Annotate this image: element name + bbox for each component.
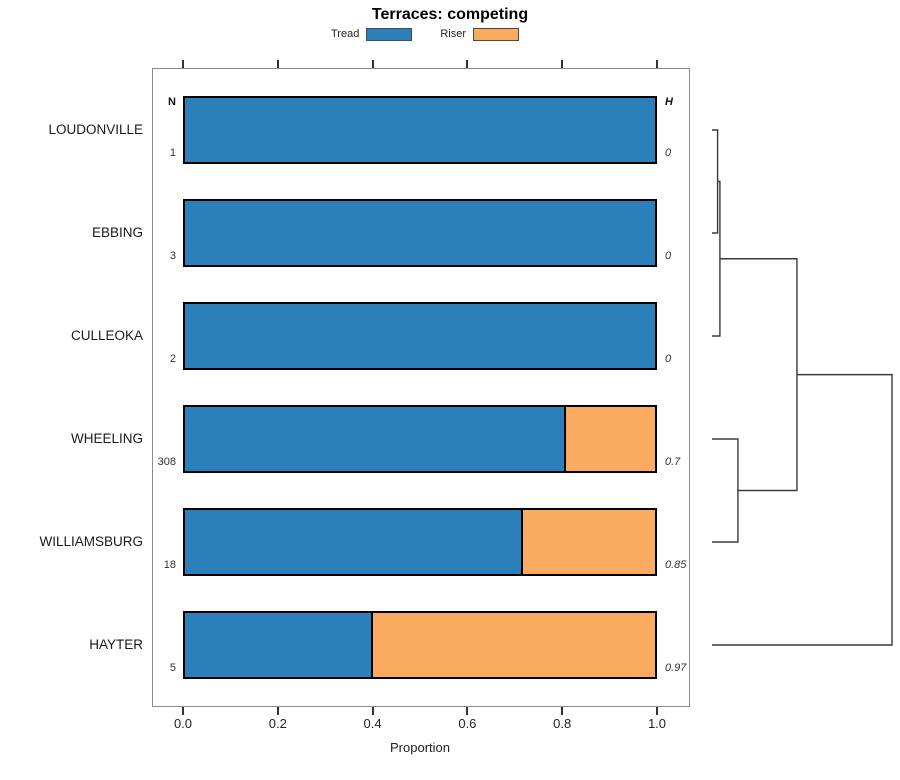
category-label: LOUDONVILLE (48, 122, 143, 137)
legend: Tread Riser (150, 26, 700, 42)
riser-segment (373, 613, 655, 677)
category-label: HAYTER (89, 637, 143, 652)
x-axis-title: Proportion (390, 740, 450, 755)
plot-area-frame (152, 68, 690, 707)
bottom-tick (656, 707, 658, 715)
top-tick (656, 60, 658, 68)
riser-segment (565, 407, 655, 471)
n-value: 18 (163, 559, 176, 571)
x-tick-label: 0.8 (553, 716, 572, 731)
riser-segment (523, 510, 655, 574)
tread-segment (185, 510, 524, 574)
x-tick-label: 1.0 (647, 716, 667, 731)
column-header-n: N (168, 96, 176, 108)
top-tick (561, 60, 564, 68)
n-value: 3 (169, 250, 176, 262)
h-value: 0.7 (665, 456, 681, 468)
tread-segment (185, 201, 655, 265)
n-value: 5 (169, 662, 176, 674)
dendrogram-branch (712, 129, 719, 234)
column-header-h: H (665, 96, 673, 108)
n-value: 1 (169, 147, 176, 159)
tread-segment (185, 304, 655, 368)
stacked-bar (183, 611, 657, 679)
stacked-bar (183, 508, 657, 576)
x-tick-label: 0.0 (173, 716, 193, 731)
n-value: 2 (169, 353, 176, 365)
top-tick (371, 60, 374, 68)
category-label: WHEELING (70, 431, 143, 446)
x-tick-label: 0.2 (268, 716, 287, 731)
stacked-bar (183, 405, 657, 473)
tread-segment (185, 407, 566, 471)
h-value: 0 (665, 250, 672, 262)
top-tick (466, 60, 469, 68)
h-value: 0.97 (665, 662, 687, 674)
legend-label-tread: Tread (331, 28, 360, 40)
legend-swatch-riser (473, 27, 519, 41)
x-tick-label: 0.4 (363, 716, 382, 731)
bottom-tick (371, 707, 374, 715)
top-tick (182, 60, 184, 68)
h-value: 0 (665, 353, 672, 365)
legend-item-tread: Tread (331, 27, 413, 41)
dendrogram-branch (712, 373, 893, 646)
chart-title: Terraces: competing (371, 6, 529, 23)
stacked-bar (183, 302, 657, 370)
legend-item-riser: Riser (440, 27, 519, 41)
tread-segment (185, 613, 373, 677)
dendrogram-branch (712, 180, 721, 337)
n-value: 308 (157, 456, 176, 468)
stacked-bar (183, 96, 657, 164)
dendrogram-branch (712, 438, 739, 543)
tread-segment (185, 98, 655, 162)
bottom-tick (466, 707, 469, 715)
category-label: CULLEOKA (70, 328, 143, 343)
bottom-tick (276, 707, 279, 715)
category-label: WILLIAMSBURG (39, 534, 143, 549)
x-tick-label: 0.6 (458, 716, 477, 731)
dendrogram-branch (719, 258, 798, 492)
legend-swatch-tread (366, 27, 413, 41)
legend-label-riser: Riser (440, 28, 466, 40)
bottom-tick (182, 707, 184, 715)
h-value: 0 (665, 147, 672, 159)
bottom-tick (561, 707, 564, 715)
h-value: 0.85 (665, 559, 687, 571)
category-label: EBBING (91, 225, 143, 240)
stacked-bar (183, 199, 657, 267)
top-tick (276, 60, 279, 68)
